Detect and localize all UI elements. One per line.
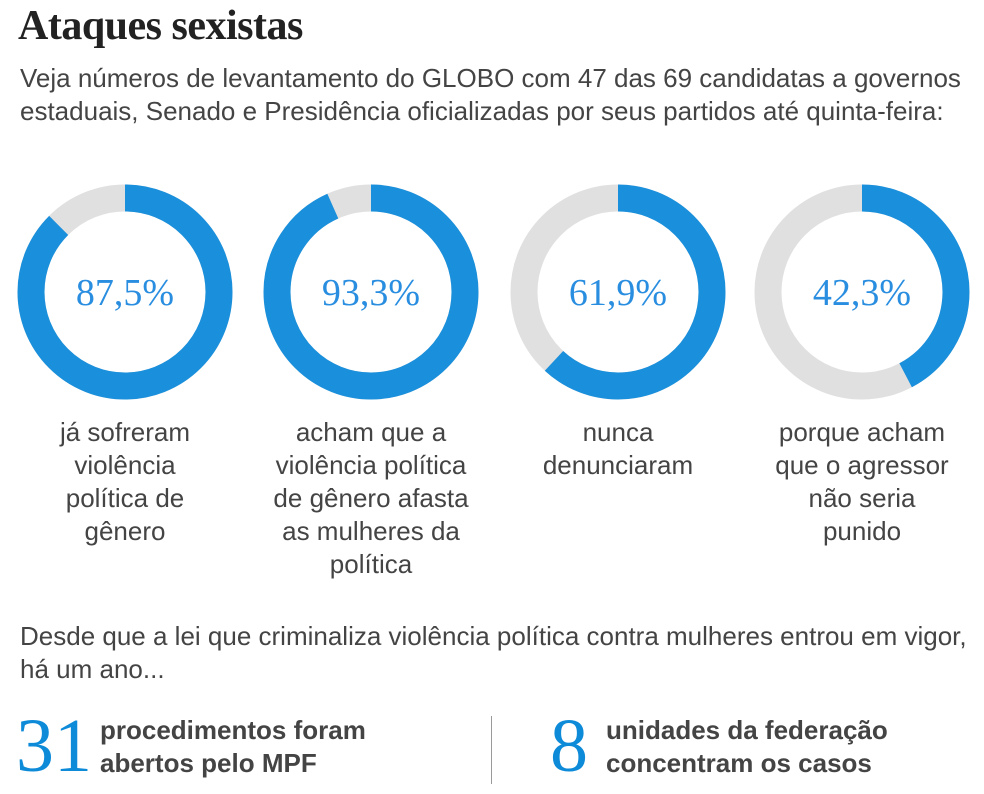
donut-caption: acham que a violência política de gênero… (251, 416, 491, 581)
caption-line: não seria (808, 483, 916, 513)
caption-line: política de (65, 483, 185, 513)
donut-chart: 93,3% (263, 184, 479, 400)
donut-value-arc (263, 184, 479, 400)
caption-line: já sofreram (59, 417, 191, 447)
caption-line: violência política (275, 450, 467, 480)
caption-line: punido (822, 516, 902, 546)
donut-value-arc (754, 184, 970, 400)
caption-line: nunca (582, 417, 654, 447)
donut-chart: 61,9% (510, 184, 726, 400)
donut-group: 42,3% porque acham que o agressor não se… (742, 184, 982, 548)
stat-text-line: abertos pelo MPF (100, 748, 317, 778)
caption-line: porque acham (778, 417, 946, 447)
caption-line: acham que a (295, 417, 447, 447)
subtitle: Veja números de levantamento do GLOBO co… (20, 63, 961, 126)
intro-text: Desde que a lei que criminaliza violênci… (20, 621, 967, 684)
donut-group: 87,5% já sofreram violência política de … (5, 184, 245, 548)
stat-number: 8 (550, 704, 588, 788)
donut-chart: 87,5% (17, 184, 233, 400)
caption-line: as mulheres da (282, 516, 460, 546)
donut-value-label: 93,3% (322, 272, 420, 314)
donut-value-label: 61,9% (569, 272, 667, 314)
stat-number: 31 (16, 704, 92, 788)
caption-line: que o agressor (775, 450, 949, 480)
caption-line: denunciaram (542, 450, 694, 480)
donut-group: 93,3% acham que a violência política de … (251, 184, 491, 581)
stat-text-line: procedimentos foram (100, 715, 366, 745)
donut-caption: já sofreram violência política de gênero (5, 416, 245, 548)
caption-line: política (329, 549, 413, 579)
donut-value-label: 42,3% (813, 272, 911, 314)
stat-block: 8 unidades da federação concentram os ca… (550, 706, 970, 794)
stat-block: 31 procedimentos foram abertos pelo MPF (16, 706, 476, 794)
stat-text-line: concentram os casos (606, 748, 872, 778)
donut-chart-row: 87,5% já sofreram violência política de … (0, 184, 984, 594)
donut-chart: 42,3% (754, 184, 970, 400)
caption-line: violência (74, 450, 176, 480)
donut-value-arc (17, 184, 233, 400)
page-title: Ataques sexistas (18, 3, 303, 49)
stat-text-line: unidades da federação (606, 715, 888, 745)
donut-caption: porque acham que o agressor não seria pu… (742, 416, 982, 548)
stat-description: procedimentos foram abertos pelo MPF (100, 714, 366, 780)
caption-line: gênero (84, 516, 166, 546)
donut-value-arc (510, 184, 726, 400)
caption-line: de gênero afasta (273, 483, 469, 513)
stat-divider (491, 716, 492, 784)
donut-group: 61,9% nunca denunciaram (498, 184, 738, 482)
stat-description: unidades da federação concentram os caso… (606, 714, 888, 780)
donut-value-label: 87,5% (76, 272, 174, 314)
donut-caption: nunca denunciaram (498, 416, 738, 482)
